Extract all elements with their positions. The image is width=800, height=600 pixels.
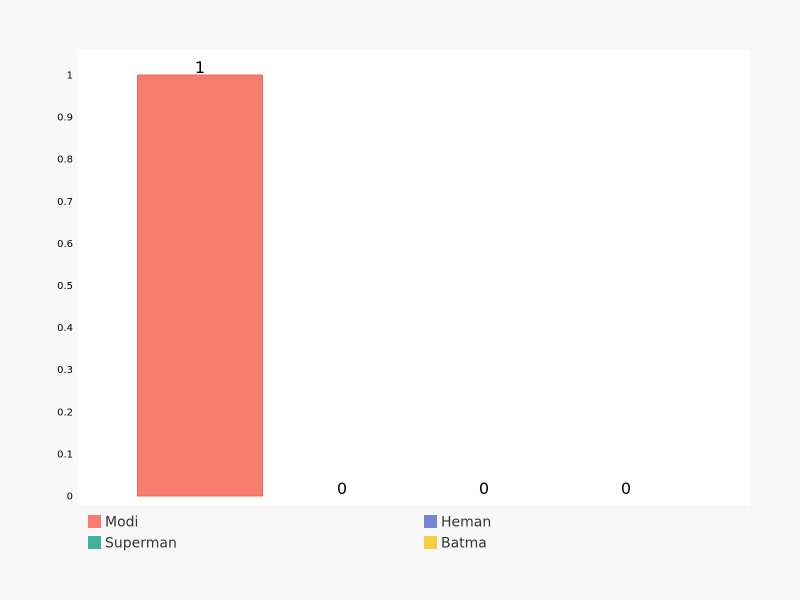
- y-tick-label: 1: [67, 71, 73, 82]
- y-tick-label: 0.9: [57, 113, 73, 124]
- data-label-batma: 0: [621, 479, 631, 498]
- legend-swatch: [88, 536, 101, 549]
- y-axis-ticks: 0 0.1 0.2 0.3 0.4 0.5 0.6 0.7 0.8 0.9 1: [57, 71, 73, 503]
- legend-swatch: [424, 536, 437, 549]
- legend-item-modi[interactable]: Modi: [88, 515, 138, 531]
- legend-label: Batma: [441, 536, 487, 552]
- data-label-superman: 0: [337, 479, 347, 498]
- legend: Modi Superman Heman Batma: [88, 515, 491, 552]
- data-label-heman: 0: [479, 479, 489, 498]
- y-tick-label: 0.1: [57, 449, 73, 460]
- bar-modi[interactable]: [137, 74, 263, 497]
- data-label-modi: 1: [195, 58, 205, 77]
- y-tick-label: 0.2: [57, 407, 73, 418]
- y-tick-label: 0.3: [57, 365, 73, 376]
- legend-item-superman[interactable]: Superman: [88, 536, 177, 552]
- y-tick-label: 0: [67, 492, 73, 503]
- legend-item-heman[interactable]: Heman: [424, 515, 491, 531]
- legend-swatch: [88, 515, 101, 528]
- bars-group: [137, 74, 263, 497]
- legend-label: Modi: [105, 515, 138, 531]
- y-tick-label: 0.6: [57, 239, 73, 250]
- y-tick-label: 0.5: [57, 281, 73, 292]
- legend-label: Heman: [441, 515, 491, 531]
- y-tick-label: 0.8: [57, 155, 73, 166]
- legend-label: Superman: [105, 536, 177, 552]
- legend-item-batma[interactable]: Batma: [424, 536, 487, 552]
- y-tick-label: 0.4: [57, 323, 73, 334]
- y-tick-label: 0.7: [57, 197, 73, 208]
- legend-swatch: [424, 515, 437, 528]
- data-labels-group: 1 0 0 0: [195, 58, 631, 498]
